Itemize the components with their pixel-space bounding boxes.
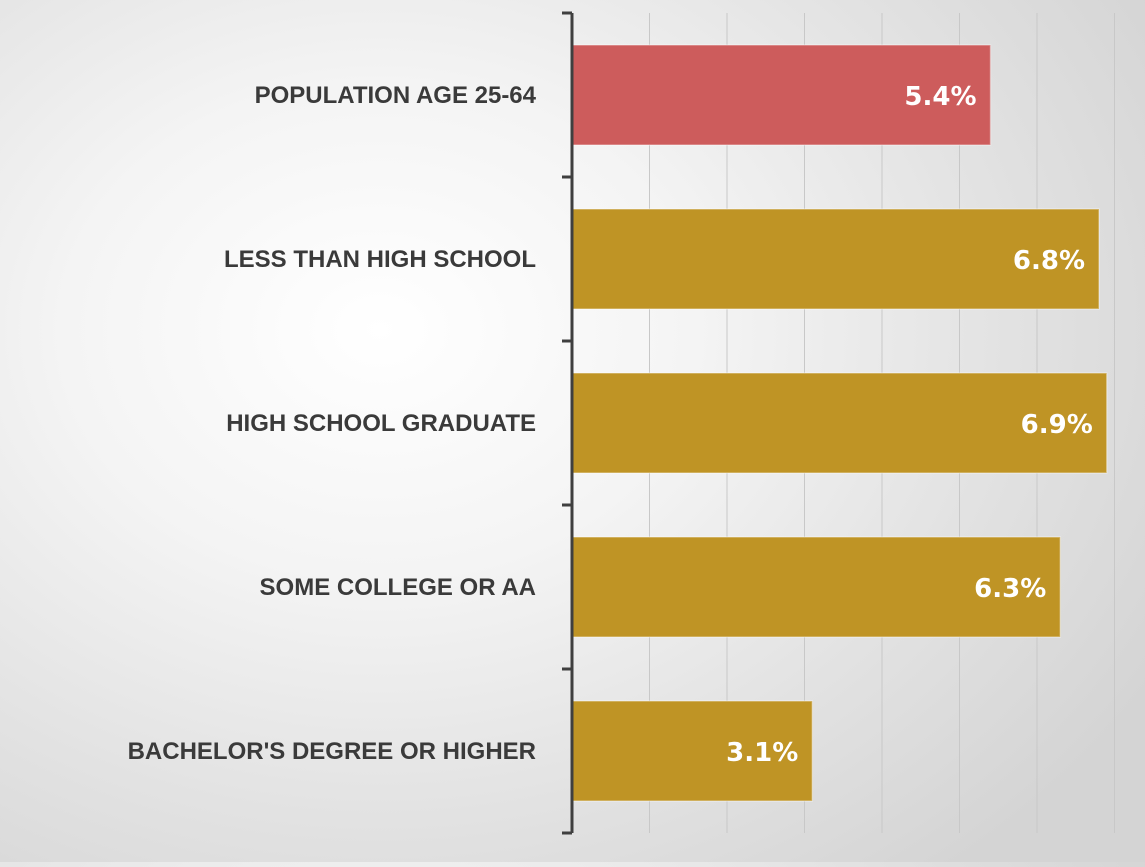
bar [571,372,1108,474]
data-label: 6.9% [1021,410,1093,440]
category-label: SOME COLLEGE OR AA [260,574,536,601]
bar [571,536,1061,638]
y-axis [562,11,574,835]
bar [571,208,1100,310]
data-label: 5.4% [904,82,976,112]
data-label: 6.3% [974,574,1046,604]
category-label: BACHELOR'S DEGREE OR HIGHER [128,738,536,765]
category-label: LESS THAN HIGH SCHOOL [224,246,536,273]
category-label: POPULATION AGE 25-64 [255,82,537,109]
data-label: 6.8% [1013,246,1085,276]
category-labels: POPULATION AGE 25-64 LESS THAN HIGH SCHOO… [128,82,537,765]
data-label: 3.1% [726,738,798,768]
value-labels: 5.4% 6.8% 6.9% 6.3% 3.1% [726,82,1093,768]
bars [571,44,1108,802]
category-label: HIGH SCHOOL GRADUATE [226,410,536,437]
bar [571,700,813,802]
